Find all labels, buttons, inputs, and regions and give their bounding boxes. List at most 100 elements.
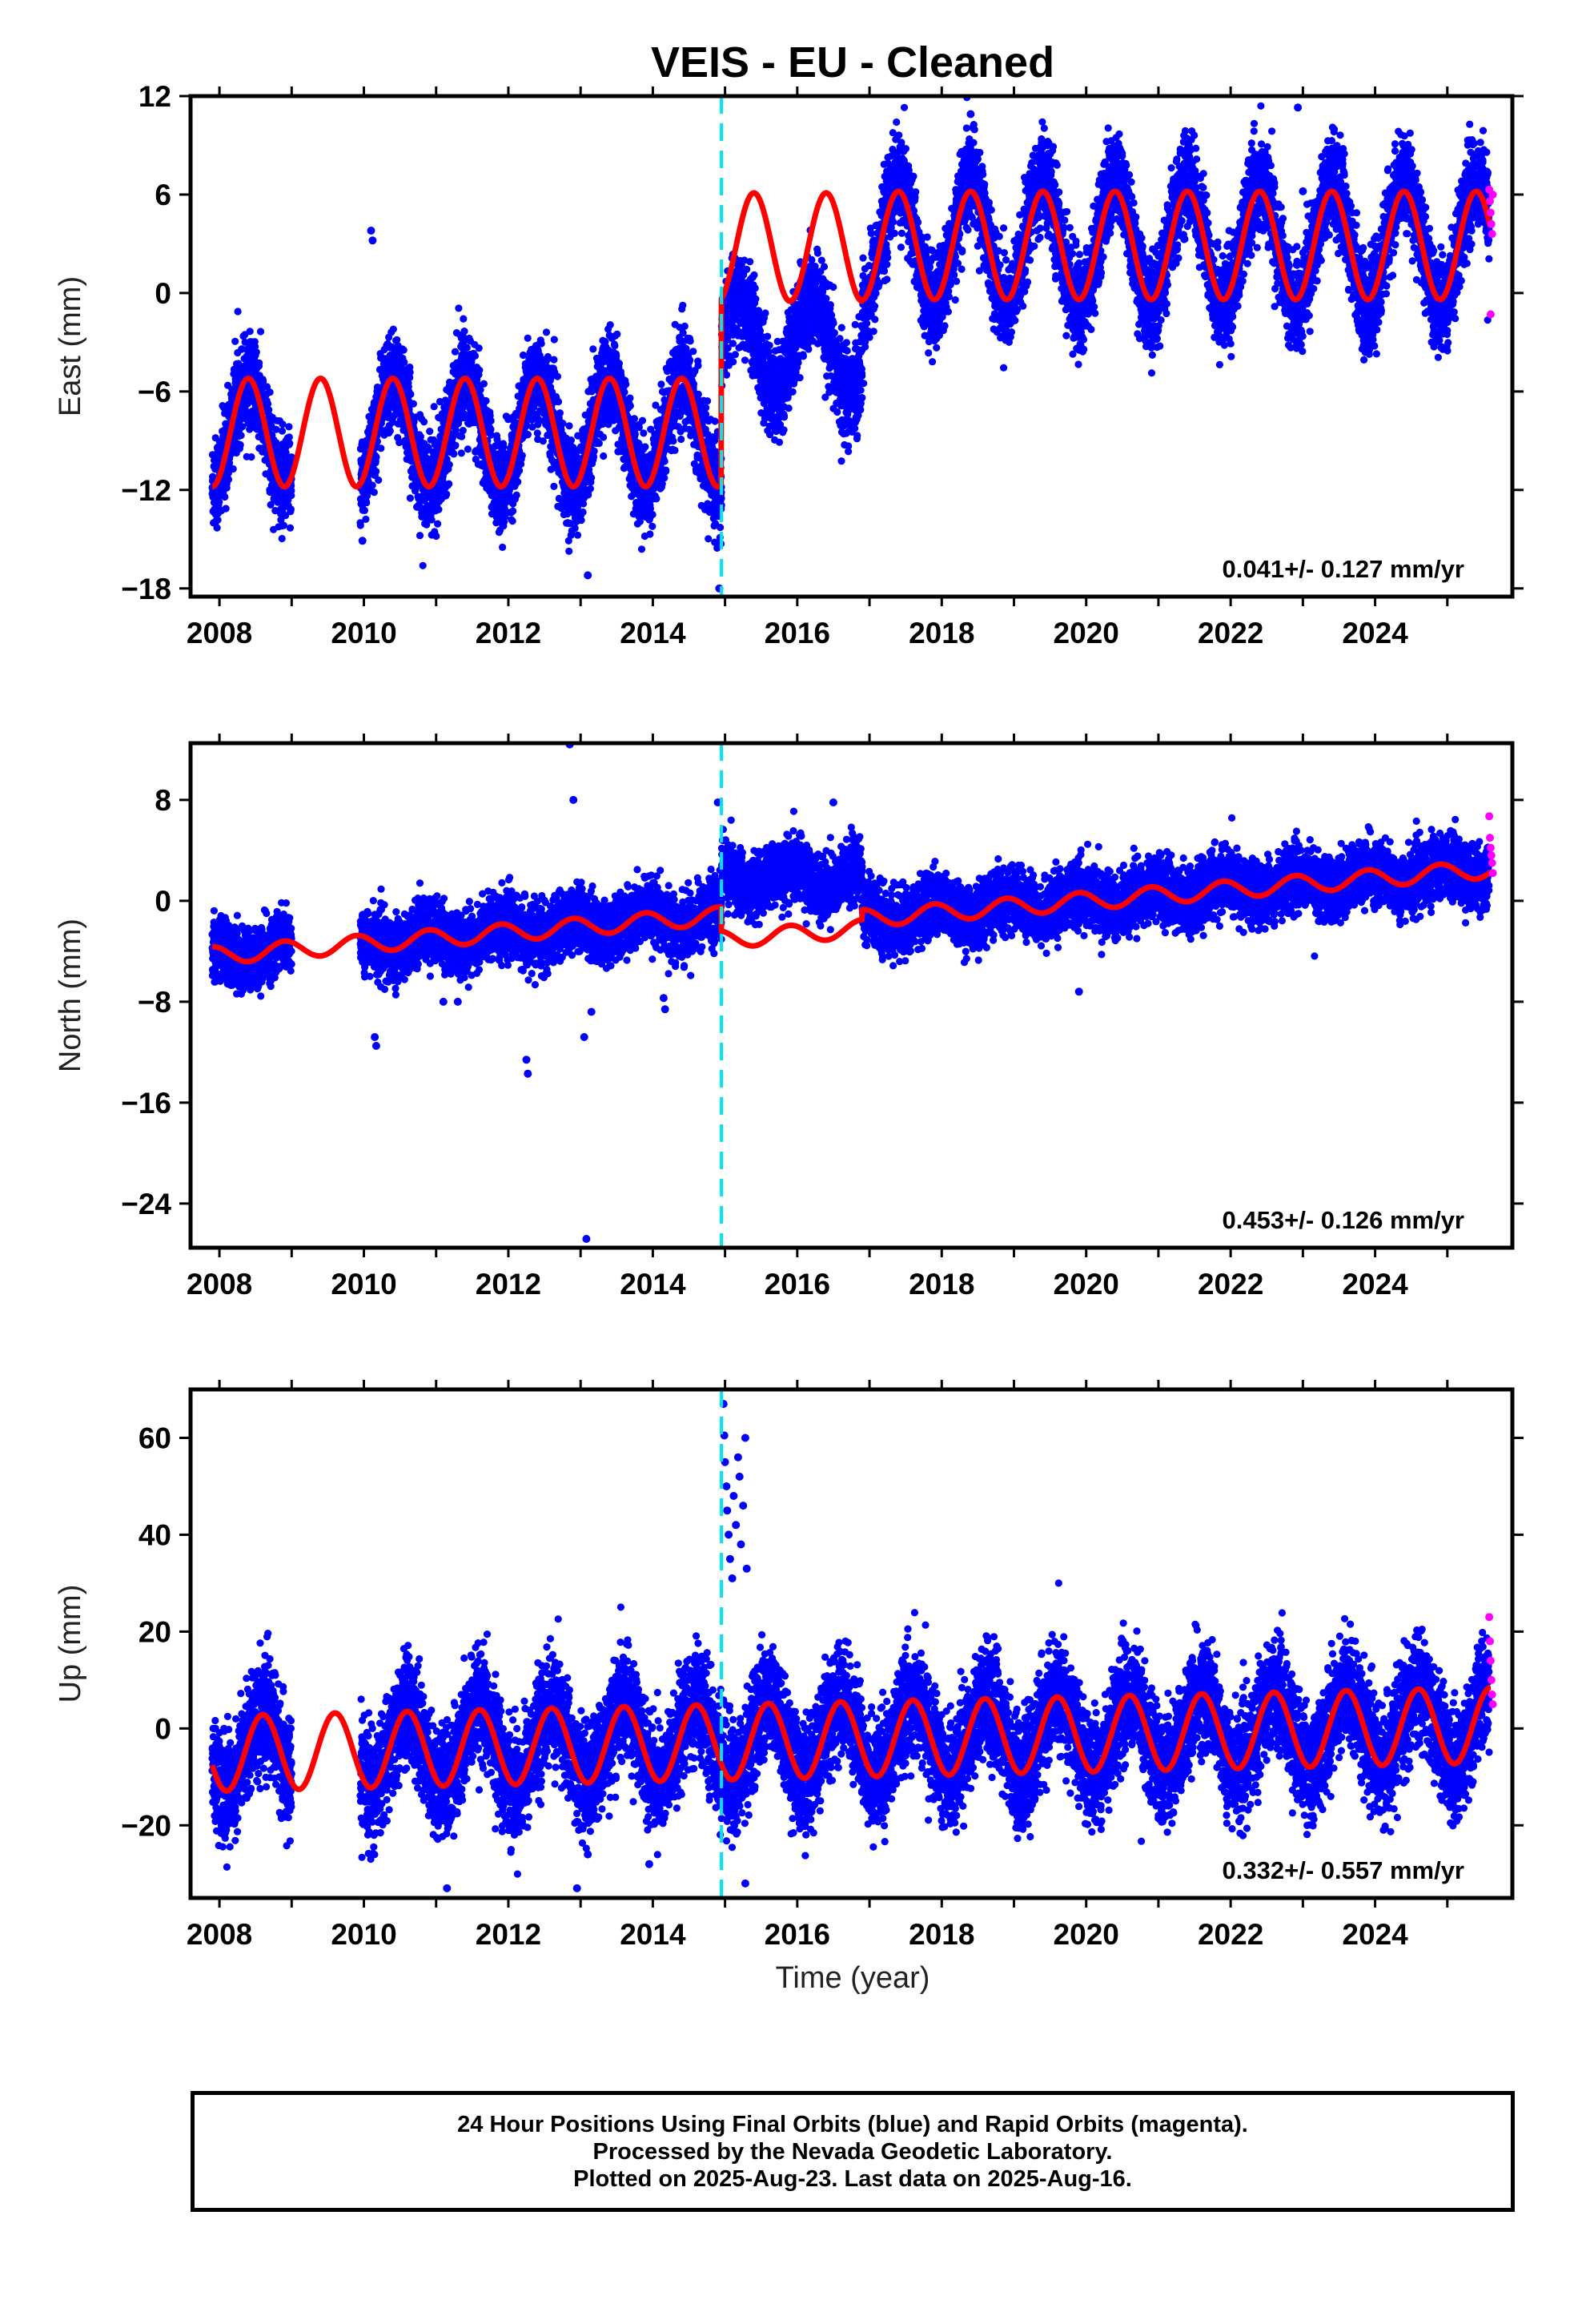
final-point	[287, 487, 295, 495]
final-point	[646, 530, 654, 538]
final-point	[272, 425, 280, 433]
final-point	[460, 328, 468, 336]
final-point	[430, 403, 438, 411]
final-point	[689, 348, 697, 356]
final-point	[638, 416, 647, 424]
final-point	[731, 351, 740, 359]
final-point	[764, 332, 772, 340]
final-point	[750, 271, 758, 279]
final-point	[386, 427, 394, 435]
final-point	[631, 431, 639, 439]
final-point	[611, 342, 619, 350]
final-point	[567, 436, 576, 444]
final-point	[400, 358, 408, 366]
final-point	[652, 495, 661, 503]
final-point	[389, 325, 397, 333]
final-point	[553, 372, 562, 380]
final-point	[271, 507, 279, 515]
final-point	[579, 508, 587, 517]
final-point	[686, 356, 694, 364]
final-point	[370, 489, 378, 497]
final-point	[234, 308, 242, 316]
final-point	[452, 441, 460, 449]
final-point	[406, 494, 414, 502]
final-point	[428, 516, 436, 524]
final-point	[550, 482, 558, 491]
final-point	[482, 396, 490, 405]
final-point	[286, 524, 295, 532]
final-point	[626, 402, 634, 410]
final-point	[476, 366, 484, 374]
final-point	[459, 427, 467, 435]
final-point	[475, 344, 483, 352]
final-point	[213, 524, 221, 532]
final-point	[457, 449, 465, 457]
final-point	[626, 394, 634, 402]
final-point	[279, 420, 287, 428]
final-point	[406, 373, 414, 382]
final-point	[765, 341, 773, 349]
final-point	[285, 423, 293, 431]
final-point	[407, 390, 415, 398]
final-point	[455, 304, 463, 312]
final-point	[356, 521, 364, 529]
final-point	[512, 491, 520, 499]
final-point	[620, 388, 628, 396]
final-point	[237, 432, 245, 440]
final-point	[277, 516, 285, 524]
final-point	[524, 431, 532, 439]
final-point	[426, 428, 434, 436]
final-point	[236, 440, 244, 449]
final-point	[573, 531, 582, 539]
final-point	[500, 443, 508, 451]
final-point	[550, 336, 558, 344]
final-point	[476, 386, 484, 394]
final-point	[586, 485, 595, 493]
final-point	[681, 322, 689, 330]
final-point	[377, 444, 385, 452]
final-point	[589, 345, 597, 353]
final-point	[679, 301, 687, 309]
final-point	[432, 532, 440, 541]
final-point	[641, 443, 649, 451]
figure: VEIS - EU - Cleaned 2008 2010 2012 2014 2016…	[54, 38, 1524, 1995]
final-point	[278, 427, 287, 435]
final-point	[662, 466, 670, 474]
final-point	[516, 467, 524, 475]
final-point	[224, 476, 233, 484]
final-point	[375, 476, 383, 485]
final-point	[445, 460, 453, 468]
final-point	[463, 344, 471, 352]
final-point	[729, 358, 737, 366]
final-point	[606, 321, 614, 329]
final-point	[222, 505, 230, 513]
final-point	[282, 512, 290, 520]
final-point	[445, 480, 453, 488]
final-point	[256, 328, 265, 336]
final-point	[694, 361, 702, 370]
final-point	[554, 398, 563, 406]
final-point	[524, 334, 532, 342]
final-point	[267, 501, 275, 509]
final-point	[451, 348, 460, 356]
final-point	[661, 474, 669, 482]
final-point	[588, 474, 596, 482]
final-point	[419, 561, 427, 569]
final-point	[393, 336, 401, 344]
final-point	[752, 295, 760, 303]
final-point	[677, 435, 685, 444]
final-point	[648, 522, 656, 530]
final-point	[225, 459, 234, 467]
final-point	[565, 547, 573, 555]
final-point	[286, 440, 294, 448]
final-point	[458, 432, 466, 440]
final-point	[231, 337, 239, 345]
final-point	[278, 534, 286, 543]
final-point	[600, 452, 608, 460]
final-point	[246, 328, 254, 336]
chart-title: VEIS - EU - Cleaned	[651, 38, 1054, 86]
final-point	[239, 423, 247, 431]
final-point	[711, 417, 719, 425]
final-point	[259, 377, 267, 385]
final-point	[409, 400, 417, 408]
